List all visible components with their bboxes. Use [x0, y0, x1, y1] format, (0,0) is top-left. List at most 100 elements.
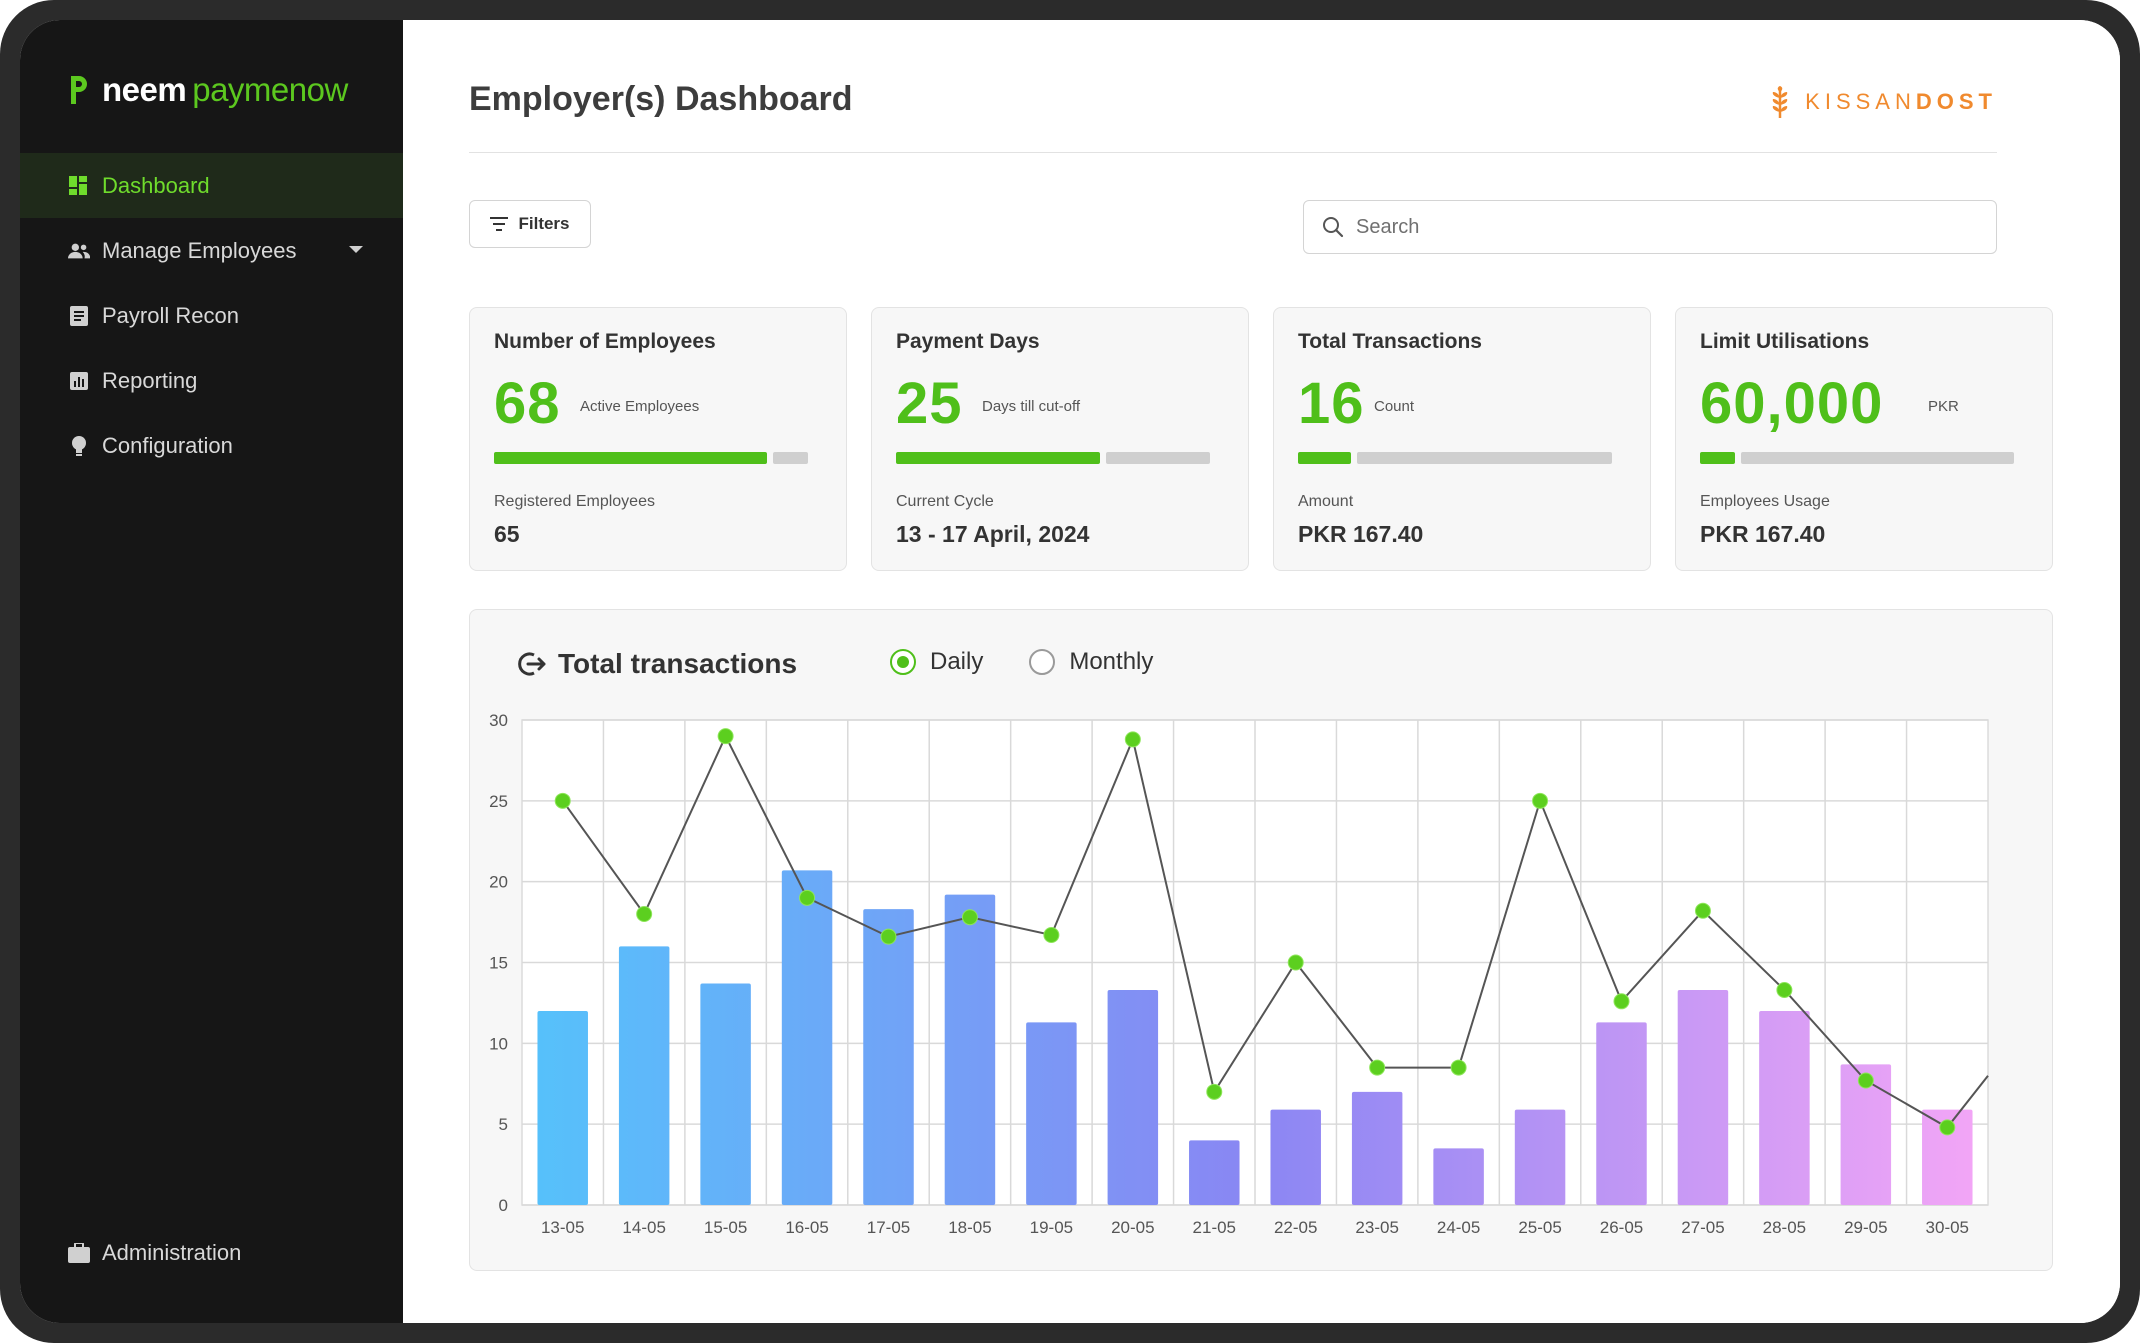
line-point [1613, 993, 1630, 1010]
document-icon [68, 305, 90, 327]
progress-bar [1700, 452, 2014, 464]
sidebar-item-label: Configuration [102, 432, 233, 458]
progress-bar [1298, 452, 1612, 464]
bar [1514, 1109, 1566, 1205]
client-brand-name: KISSANDOST [1805, 89, 1997, 115]
line-point [1857, 1072, 1874, 1089]
card-sub-label: Registered Employees [494, 493, 655, 510]
search-input[interactable] [1356, 215, 1956, 239]
bar [1677, 989, 1729, 1205]
client-brand-logo: KISSANDOST [1769, 86, 1997, 118]
radio-daily[interactable]: Daily [890, 648, 983, 676]
chart-header: Total transactions [514, 648, 797, 680]
x-tick-label: 24-05 [1437, 1218, 1480, 1237]
filters-button[interactable]: Filters [469, 200, 591, 248]
line-point [1369, 1059, 1386, 1076]
sidebar: neem paymenow Dashboard Manage Employees [20, 20, 403, 1323]
card-title: Payment Days [896, 330, 1040, 353]
line-point [554, 792, 571, 809]
x-tick-label: 21-05 [1193, 1218, 1236, 1237]
bar [700, 983, 751, 1205]
app-logo[interactable]: neem paymenow [68, 71, 348, 108]
card-value: 16 [1298, 371, 1365, 436]
bar [1922, 1109, 1973, 1205]
progress-bar [494, 452, 808, 464]
progress-remainder [1357, 452, 1612, 464]
x-tick-label: 19-05 [1030, 1218, 1073, 1237]
x-tick-label: 28-05 [1763, 1218, 1806, 1237]
radio-monthly[interactable]: Monthly [1029, 648, 1153, 676]
card-value: 68 [494, 371, 561, 436]
progress-remainder [1106, 452, 1210, 464]
progress-fill [494, 452, 767, 464]
sidebar-item-manage-employees[interactable]: Manage Employees [20, 218, 403, 283]
line-point [961, 909, 978, 926]
logo-mark-icon [71, 76, 87, 104]
radio-daily-label: Daily [930, 648, 984, 675]
radio-button[interactable] [890, 649, 916, 675]
bar [863, 909, 914, 1205]
x-tick-label: 27-05 [1681, 1218, 1724, 1237]
x-tick-label: 23-05 [1355, 1218, 1398, 1237]
bar [537, 1011, 588, 1205]
progress-fill [1700, 452, 1735, 464]
bar [781, 870, 833, 1205]
x-tick-label: 16-05 [785, 1218, 828, 1237]
y-tick-label: 0 [499, 1196, 508, 1215]
sidebar-item-label: Payroll Recon [102, 302, 239, 328]
x-tick-label: 14-05 [622, 1218, 665, 1237]
line-point [1043, 927, 1060, 944]
progress-remainder [1741, 452, 2014, 464]
sidebar-item-payroll-recon[interactable]: Payroll Recon [20, 283, 403, 348]
card-sub-value: PKR 167.40 [1298, 521, 1424, 547]
main-content: Employer(s) Dashboard KISSANDOST Filter [403, 20, 2120, 1323]
sidebar-item-administration[interactable]: Administration [20, 1220, 403, 1285]
y-tick-label: 15 [489, 954, 508, 973]
card-limit-utilisations: Limit Utilisations 60,000 PKR Employees … [1675, 307, 2053, 571]
line-point [1776, 981, 1793, 998]
bar [1759, 1011, 1810, 1205]
sidebar-item-label: Reporting [102, 367, 198, 393]
sidebar-item-reporting[interactable]: Reporting [20, 348, 403, 413]
card-value: 25 [896, 371, 963, 436]
line-point [1124, 731, 1141, 748]
card-payment-days: Payment Days 25 Days till cut-off Curren… [871, 307, 1249, 571]
y-tick-label: 30 [489, 711, 508, 730]
y-tick-label: 20 [489, 873, 508, 892]
sidebar-bottom: Administration [20, 1220, 403, 1285]
sidebar-item-label: Dashboard [102, 172, 210, 198]
line-point [1532, 792, 1549, 809]
sidebar-item-dashboard[interactable]: Dashboard [20, 153, 403, 218]
bar [1351, 1091, 1403, 1205]
line-point [1694, 902, 1711, 919]
x-tick-label: 17-05 [867, 1218, 910, 1237]
x-tick-label: 30-05 [1926, 1218, 1969, 1237]
x-tick-label: 29-05 [1844, 1218, 1887, 1237]
app-window: neem paymenow Dashboard Manage Employees [20, 20, 2120, 1323]
radio-monthly-label: Monthly [1069, 648, 1154, 675]
chevron-down-icon[interactable] [349, 246, 363, 253]
card-number-of-employees: Number of Employees 68 Active Employees … [469, 307, 847, 571]
page-title: Employer(s) Dashboard [469, 80, 853, 118]
briefcase-icon [68, 1242, 90, 1264]
bar [944, 894, 996, 1205]
sidebar-nav: Dashboard Manage Employees Payroll Recon [20, 153, 403, 478]
bar [1596, 1022, 1647, 1205]
search-box[interactable] [1303, 200, 1997, 254]
x-tick-label: 20-05 [1111, 1218, 1154, 1237]
bar [618, 946, 670, 1205]
radio-button[interactable] [1029, 649, 1056, 675]
sidebar-item-configuration[interactable]: Configuration [20, 413, 403, 478]
x-tick-label: 25-05 [1518, 1218, 1561, 1237]
card-title: Limit Utilisations [1700, 330, 1870, 353]
progress-fill [896, 452, 1100, 464]
bar [1026, 1022, 1077, 1205]
progress-remainder [773, 452, 808, 464]
users-icon [68, 240, 90, 262]
bar-chart-icon [68, 370, 90, 392]
x-tick-label: 13-05 [541, 1218, 584, 1237]
logo-text-paymenow: paymenow [192, 71, 348, 108]
transactions-chart-panel: Total transactions Daily Monthly 0 5 10 15 2… [469, 609, 2053, 1271]
filters-label: Filters [518, 214, 570, 233]
